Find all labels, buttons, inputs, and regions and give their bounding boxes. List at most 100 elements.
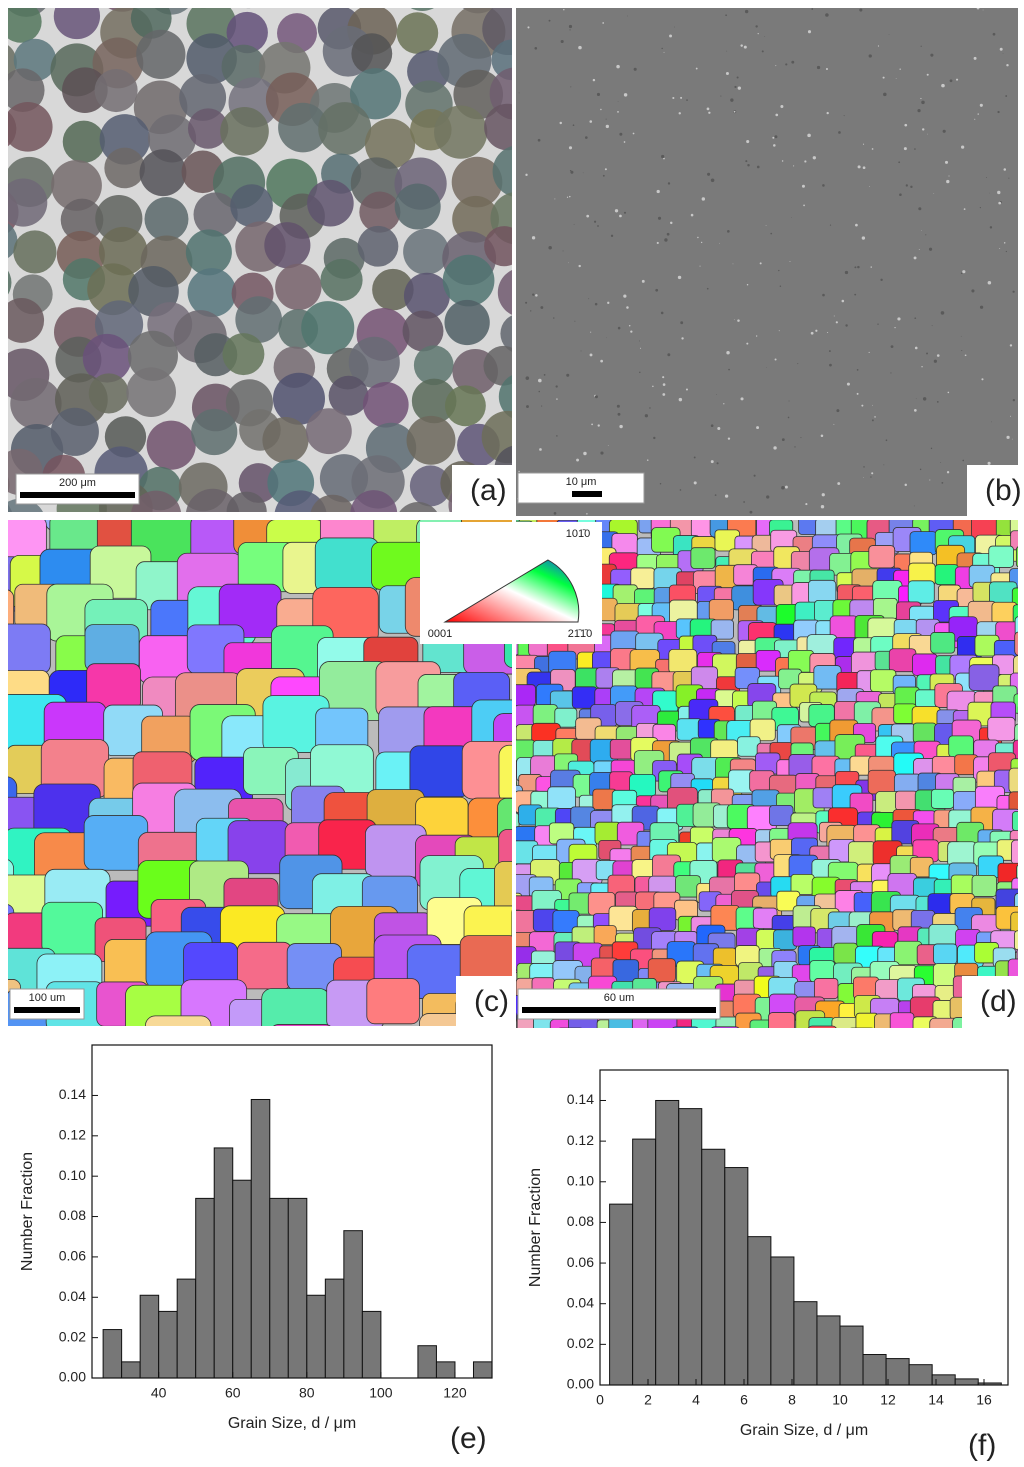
speck [744, 9, 749, 14]
speck [538, 378, 542, 383]
grain [328, 375, 369, 416]
speck [772, 136, 775, 139]
grain [516, 684, 536, 707]
speck [553, 511, 557, 515]
grain [708, 599, 734, 621]
y-axis-label: Number Fraction [527, 1168, 544, 1287]
speck [539, 448, 542, 451]
speck [871, 419, 874, 422]
grain [8, 297, 45, 343]
speck [1010, 415, 1012, 417]
speck [593, 220, 597, 223]
speck [560, 39, 564, 44]
bar [139, 1294, 160, 1379]
speck [918, 248, 920, 250]
grain [364, 118, 416, 169]
speck [707, 172, 711, 176]
speck [556, 398, 558, 400]
grain [554, 707, 578, 728]
grain [831, 1017, 860, 1028]
grain [971, 875, 997, 897]
label-box [962, 976, 1018, 1028]
speck [697, 236, 699, 239]
grain [126, 367, 176, 417]
speck [905, 184, 908, 187]
speck [987, 280, 992, 285]
speck [586, 214, 590, 218]
grain [1017, 706, 1018, 723]
speck [868, 54, 872, 58]
bar [195, 1197, 215, 1379]
grain [8, 178, 48, 227]
grain [220, 106, 269, 156]
speck [880, 278, 883, 282]
grain [569, 1031, 595, 1053]
grain [484, 103, 512, 151]
speck [605, 124, 610, 129]
speck [791, 60, 795, 64]
speck [686, 99, 688, 101]
speck [774, 135, 778, 139]
grain [929, 1017, 960, 1028]
speck [1006, 63, 1009, 67]
x-tick-label: 100 [369, 1385, 393, 1401]
grain [813, 978, 839, 1000]
speck [833, 423, 835, 425]
grain [191, 408, 238, 456]
speck [597, 424, 600, 427]
speck [616, 404, 620, 408]
speck [749, 510, 753, 514]
speck [756, 426, 760, 430]
grain [452, 195, 499, 243]
speck [811, 8, 814, 10]
speck [930, 53, 934, 57]
grain [41, 901, 103, 955]
speck [640, 347, 642, 349]
speck [829, 224, 832, 226]
speck [803, 204, 805, 207]
speck [740, 397, 744, 401]
y-tick-label: 0.10 [567, 1172, 594, 1188]
grain [969, 1035, 998, 1060]
speck [727, 230, 730, 233]
speck [979, 103, 983, 107]
speck [997, 110, 1000, 114]
speck [918, 207, 922, 211]
speck [836, 409, 840, 413]
y-tick-label: 0.00 [567, 1376, 594, 1392]
speck [553, 317, 555, 319]
x-tick-label: 10 [832, 1392, 848, 1408]
bar [701, 1148, 726, 1386]
speck [746, 139, 750, 144]
speck [630, 330, 633, 333]
x-axis-label: Grain Size, d / μm [740, 1422, 868, 1439]
speck [979, 305, 984, 309]
grain [0, 701, 6, 754]
speck [854, 266, 857, 269]
speck [573, 223, 575, 225]
speck [678, 112, 681, 115]
speck [737, 86, 741, 90]
speck [928, 247, 933, 251]
label-box [452, 465, 512, 517]
speck [730, 98, 734, 102]
speck [946, 471, 950, 474]
speck [874, 416, 876, 418]
speck [976, 8, 980, 10]
speck [987, 461, 991, 465]
speck [662, 376, 665, 379]
speck [971, 289, 975, 293]
speck [583, 451, 587, 456]
speck [719, 242, 720, 244]
speck [917, 109, 921, 113]
speck [877, 45, 880, 47]
grain [402, 310, 444, 352]
bar [269, 1197, 289, 1379]
grain [872, 1030, 898, 1052]
speck [653, 436, 656, 440]
speck [962, 459, 965, 462]
speck [999, 248, 1001, 249]
grain [278, 102, 328, 153]
speck [825, 13, 829, 17]
grain [483, 345, 512, 386]
